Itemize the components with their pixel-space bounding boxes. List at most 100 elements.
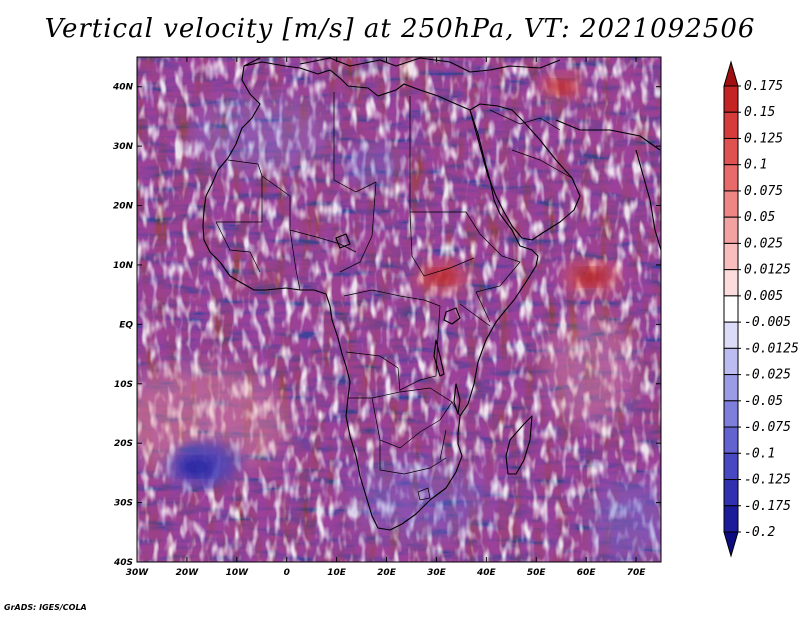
hotspot-core-0 xyxy=(575,267,607,286)
colorbar-label: 0.075 xyxy=(744,184,783,199)
border-west-coast xyxy=(215,221,301,291)
lake-victoria xyxy=(443,307,461,325)
sahara-descent xyxy=(190,95,330,175)
colorbar-label: 0.1 xyxy=(744,158,767,173)
plot-area xyxy=(137,57,661,562)
border-mauritania-mali xyxy=(216,176,263,223)
indian-ocean-descent xyxy=(590,480,661,560)
lon-label: 60E xyxy=(577,568,597,578)
border-sudan-south xyxy=(409,211,475,277)
border-mozambique xyxy=(439,401,461,461)
border-niger-nigeria xyxy=(289,229,357,253)
africa-coastline xyxy=(202,61,539,531)
border-south-africa xyxy=(379,440,447,475)
arabian-peninsula xyxy=(469,103,581,241)
colorbar-swatch-3 xyxy=(723,137,739,166)
hotspot-core-1 xyxy=(427,268,456,285)
lon-label: 70E xyxy=(627,568,647,578)
lon-label: 0 xyxy=(284,568,290,578)
colorbar-swatch-16 xyxy=(723,479,739,507)
colorbar-swatch-2 xyxy=(723,111,739,139)
colorbar: 0.175 0.15 0.125 0.1 0.075 0.05 0.025 0.0125 0.0… xyxy=(723,60,799,558)
colorbar-label: 0.005 xyxy=(744,289,783,304)
colorbar-top-arrow xyxy=(723,60,739,87)
country-borders xyxy=(215,92,573,501)
latitude-axis: 40N 30N 20N 10N EQ 10S 20S 30S 40S xyxy=(112,83,661,568)
colorbar-label: -0.2 xyxy=(744,525,775,540)
colorbar-label: -0.125 xyxy=(744,473,791,488)
lat-label: 40S xyxy=(113,558,133,568)
border-algeria-libya xyxy=(333,92,377,193)
lon-label: 20W xyxy=(176,568,200,578)
lon-label: 50E xyxy=(527,568,547,578)
lat-label: 20S xyxy=(114,439,133,449)
colorbar-swatch-14 xyxy=(723,426,739,454)
lon-label: 40E xyxy=(476,568,497,578)
colorbar-swatch-13 xyxy=(723,400,739,428)
colorbar-label: -0.1 xyxy=(744,446,775,461)
south-atlantic-red-band xyxy=(137,365,290,475)
colorbar-label: -0.05 xyxy=(744,394,783,409)
chart-title: Vertical velocity [m/s] at 250hPa, VT: 2… xyxy=(44,14,756,44)
indian-ocean-ascent xyxy=(545,315,635,425)
colorbar-swatch-17 xyxy=(723,505,739,533)
colorbar-swatch-5 xyxy=(723,190,739,218)
lat-label: 30S xyxy=(114,499,133,509)
persia-india-coast xyxy=(555,119,661,251)
lon-label: 20E xyxy=(377,568,397,578)
colorbar-swatch-7 xyxy=(723,242,739,271)
border-zambia xyxy=(399,387,453,421)
colorbar-label: 0.175 xyxy=(744,79,783,94)
colorbar-label: 0.0125 xyxy=(744,263,791,278)
colorbar-swatch-9 xyxy=(723,295,739,323)
europe-coast xyxy=(243,57,561,73)
lon-label: 30E xyxy=(427,568,447,578)
lat-label: 20N xyxy=(113,202,134,212)
libya-descent xyxy=(342,143,402,187)
colorbar-swatch-1 xyxy=(723,85,739,113)
colorbar-swatch-15 xyxy=(723,452,739,481)
border-mideast xyxy=(489,109,573,179)
lat-label: 40N xyxy=(112,83,134,93)
colorbar-label: 0.025 xyxy=(744,236,783,251)
border-drc-east xyxy=(399,305,441,391)
hotspot-core-2 xyxy=(549,79,574,94)
border-angola xyxy=(345,351,401,399)
lake-chad xyxy=(335,233,351,249)
colorbar-bottom-arrow xyxy=(723,531,739,558)
border-ethiopia xyxy=(465,211,521,293)
lake-malawi xyxy=(453,383,461,415)
madagascar xyxy=(505,415,533,475)
colorbar-swatch-4 xyxy=(723,164,739,192)
grads-credit: GrADS: IGES/COLA xyxy=(4,603,87,612)
plot-frame xyxy=(136,56,662,563)
colorbar-swatch-12 xyxy=(723,374,739,402)
colorbar-label: -0.025 xyxy=(744,368,791,383)
lon-label: 30W xyxy=(126,568,150,578)
coastlines xyxy=(202,57,661,531)
lon-label: 10E xyxy=(327,568,347,578)
lat-label: 30N xyxy=(113,142,134,152)
colorbar-label: -0.0125 xyxy=(744,341,799,356)
hotspot-layer xyxy=(164,71,621,488)
border-sudan-chad xyxy=(339,181,377,273)
lat-label: EQ xyxy=(119,320,133,330)
border-drc-north xyxy=(343,289,441,307)
colorbar-swatch-10 xyxy=(723,321,739,349)
colorbar-swatch-6 xyxy=(723,216,739,244)
colorbar-label: -0.175 xyxy=(744,499,791,514)
border-namibia-botswana xyxy=(371,397,441,449)
longitude-axis: 30W 20W 10W 0 10E 20E 30E 40E 50E 60E 70E xyxy=(126,57,646,578)
lon-label: 10W xyxy=(226,568,250,578)
lake-tanganyika xyxy=(433,339,445,377)
hotspot-core-3 xyxy=(179,456,215,477)
lat-label: 10N xyxy=(113,261,134,271)
border-tanzania-kenya xyxy=(459,291,491,327)
colorbar-label: 0.05 xyxy=(744,210,775,225)
colorbar-label: 0.125 xyxy=(744,131,783,146)
colorbar-swatch-8 xyxy=(723,269,739,297)
lat-label: 10S xyxy=(114,380,133,390)
colorbar-label: -0.075 xyxy=(744,420,791,435)
colorbar-label: 0.15 xyxy=(744,105,775,120)
